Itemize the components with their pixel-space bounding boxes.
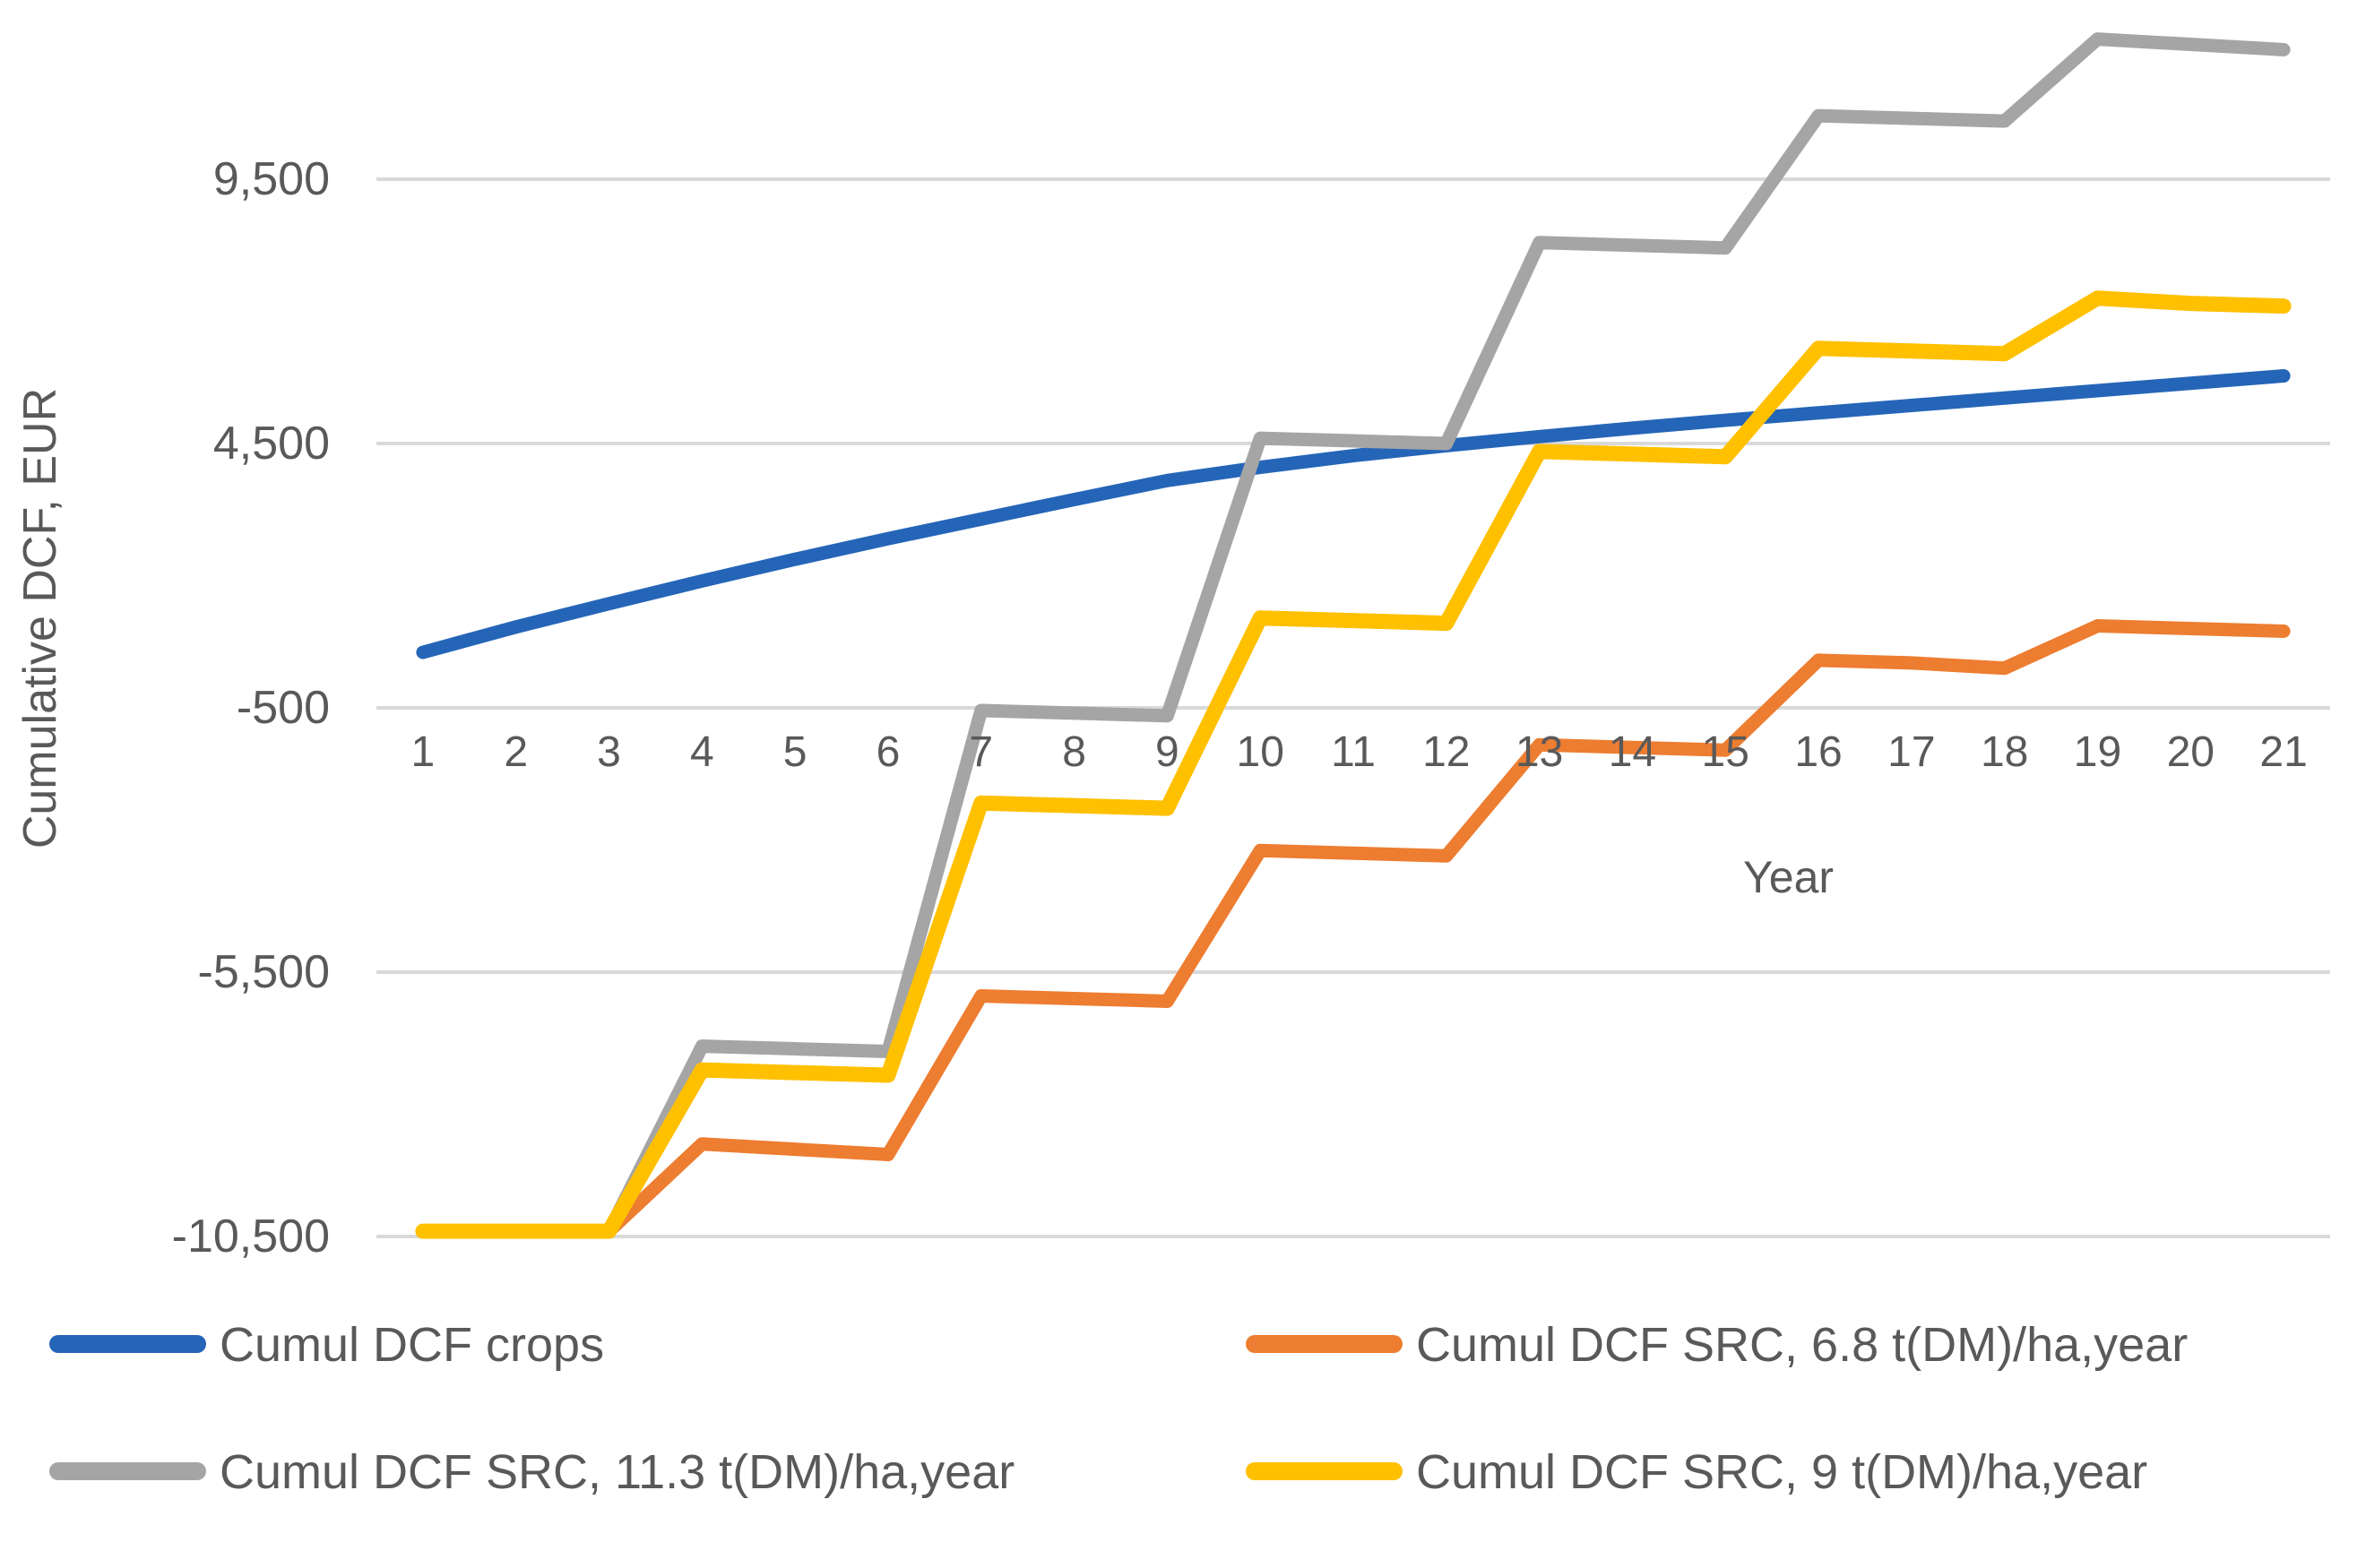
x-tick-label: 7: [969, 728, 994, 776]
legend-label-src-6-8: Cumul DCF SRC, 6.8 t(DM)/ha,year: [1416, 1318, 2189, 1372]
x-tick-label: 21: [2259, 728, 2308, 776]
series-line-src-9: [415, 290, 2292, 1239]
x-tick-label: 3: [597, 728, 621, 776]
legend-swatch-src-6-8: [1246, 1335, 1403, 1353]
legend-swatch-src-9: [1246, 1462, 1403, 1480]
legend-swatch-src-11-3: [49, 1462, 206, 1480]
x-tick-label: 1: [410, 728, 436, 776]
x-tick-label: 20: [2166, 728, 2215, 776]
legend-label-crops: Cumul DCF crops: [220, 1318, 605, 1372]
x-tick-label: 13: [1515, 728, 1564, 776]
y-tick-label: -10,500: [171, 1210, 330, 1262]
x-tick-label: 19: [2073, 728, 2122, 776]
y-tick-label: -500: [236, 682, 330, 734]
y-tick-label: 4,500: [212, 418, 330, 470]
series-line-src-6-8: [416, 619, 2291, 1238]
x-tick-label: 16: [1794, 728, 1843, 776]
x-tick-label: 18: [1980, 728, 2029, 776]
x-tick-label: 11: [1331, 728, 1376, 776]
legend-label-src-11-3: Cumul DCF SRC, 11.3 t(DM)/ha,year: [220, 1445, 1015, 1499]
x-tick-label: 6: [876, 728, 901, 776]
x-tick-label: 4: [689, 728, 714, 776]
x-tick-label: 15: [1701, 728, 1749, 776]
legend-label-src-9: Cumul DCF SRC, 9 t(DM)/ha,year: [1416, 1445, 2148, 1499]
x-tick-label: 5: [782, 728, 807, 776]
x-axis-title: Year: [1743, 852, 1835, 902]
x-tick-label: 12: [1422, 728, 1471, 776]
x-tick-label: 10: [1236, 728, 1284, 776]
y-tick-label: -5,500: [197, 946, 330, 998]
x-tick-label: 2: [504, 728, 529, 776]
x-tick-label: 9: [1155, 728, 1179, 776]
x-tick-label: 17: [1887, 728, 1936, 776]
series-line-src-11-3: [416, 32, 2291, 1238]
y-axis-title: Cumulative DCF, EUR: [14, 387, 66, 849]
series-line-crops: [416, 368, 2291, 659]
y-tick-label: 9,500: [212, 153, 330, 205]
legend-swatch-crops: [49, 1335, 206, 1353]
x-tick-label: 14: [1608, 728, 1657, 776]
x-tick-label: 8: [1062, 728, 1086, 776]
